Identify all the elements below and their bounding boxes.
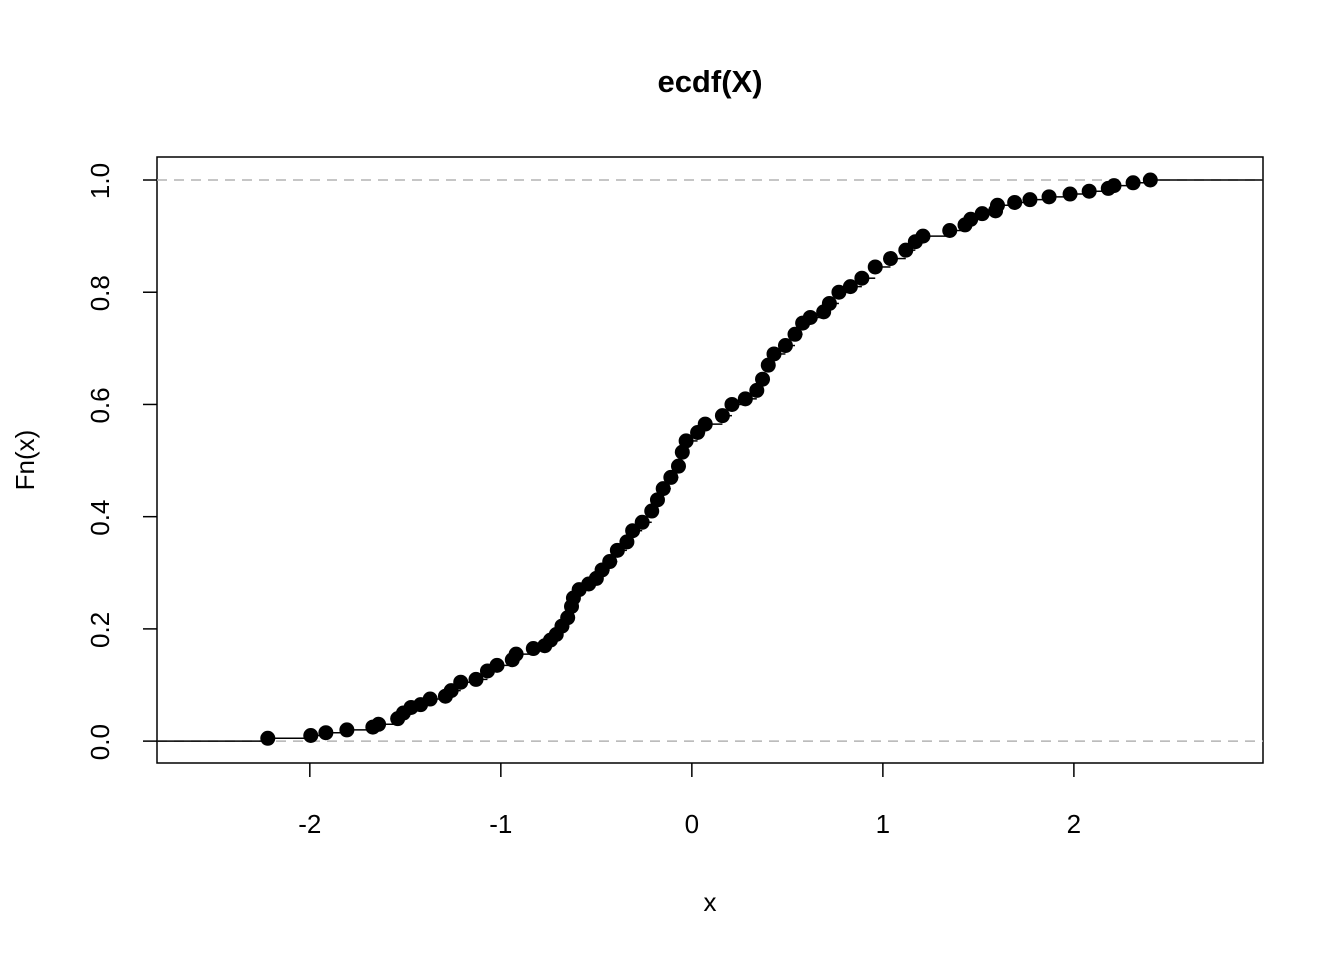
ecdf-point bbox=[508, 646, 524, 662]
y-tick-label: 0.8 bbox=[85, 275, 115, 311]
ecdf-point bbox=[1062, 186, 1078, 202]
chart-title: ecdf(X) bbox=[657, 64, 762, 99]
y-tick-label: 0.6 bbox=[85, 387, 115, 423]
ecdf-point bbox=[453, 674, 469, 690]
ecdf-point bbox=[525, 641, 541, 657]
ecdf-point bbox=[766, 346, 782, 362]
y-tick-label: 0.4 bbox=[85, 500, 115, 536]
ecdf-point bbox=[714, 408, 730, 424]
ecdf-point bbox=[821, 295, 837, 311]
ecdf-point bbox=[670, 458, 686, 474]
y-tick-label: 0.2 bbox=[85, 612, 115, 648]
ecdf-point bbox=[963, 211, 979, 227]
ecdf-point bbox=[619, 534, 635, 550]
ecdf-point bbox=[1041, 189, 1057, 205]
y-tick-label: 0.0 bbox=[85, 724, 115, 760]
ecdf-point bbox=[831, 284, 847, 300]
ecdf-point bbox=[760, 357, 776, 373]
ecdf-point bbox=[842, 279, 858, 295]
ecdf-point bbox=[644, 503, 660, 519]
ecdf-point bbox=[371, 716, 387, 732]
ecdf-point bbox=[339, 722, 355, 738]
ecdf-point bbox=[1022, 192, 1038, 208]
ecdf-point bbox=[1007, 194, 1023, 210]
ecdf-point bbox=[724, 396, 740, 412]
x-tick-label: 2 bbox=[1067, 809, 1081, 839]
ecdf-point bbox=[678, 433, 694, 449]
ecdf-point bbox=[989, 197, 1005, 213]
ecdf-point bbox=[1106, 178, 1122, 194]
ecdf-point bbox=[260, 730, 276, 746]
ecdf-point bbox=[867, 259, 883, 275]
ecdf-point bbox=[697, 416, 713, 432]
ecdf-point bbox=[737, 391, 753, 407]
ecdf-point bbox=[422, 691, 438, 707]
x-tick-label: 1 bbox=[876, 809, 890, 839]
x-tick-label: 0 bbox=[685, 809, 699, 839]
ecdf-point bbox=[468, 671, 484, 687]
ecdf-point bbox=[663, 469, 679, 485]
x-axis-label: x bbox=[704, 887, 717, 917]
ecdf-point bbox=[942, 223, 958, 239]
ecdf-point bbox=[755, 371, 771, 387]
ecdf-point bbox=[1081, 183, 1097, 199]
ecdf-point bbox=[634, 514, 650, 530]
ecdf-point bbox=[777, 338, 793, 354]
ecdf-point bbox=[318, 725, 334, 741]
ecdf-point bbox=[787, 326, 803, 342]
x-tick-label: -2 bbox=[298, 809, 321, 839]
ecdf-point bbox=[883, 251, 899, 267]
ecdf-point bbox=[655, 481, 671, 497]
ecdf-point bbox=[915, 228, 931, 244]
plot-frame bbox=[156, 156, 1264, 764]
ecdf-point bbox=[1125, 175, 1141, 191]
ecdf-point bbox=[749, 382, 765, 398]
ecdf-point bbox=[1142, 172, 1158, 188]
ecdf-point bbox=[974, 206, 990, 222]
ecdf-point bbox=[489, 657, 505, 673]
x-tick-label: -1 bbox=[489, 809, 512, 839]
ecdf-point bbox=[802, 309, 818, 325]
y-axis-label: Fn(x) bbox=[10, 430, 40, 491]
y-tick-label: 1.0 bbox=[85, 163, 115, 199]
ecdf-point bbox=[303, 728, 319, 744]
ecdf-point bbox=[649, 492, 665, 508]
ecdf-point bbox=[854, 270, 870, 286]
ecdf-point bbox=[602, 554, 618, 570]
